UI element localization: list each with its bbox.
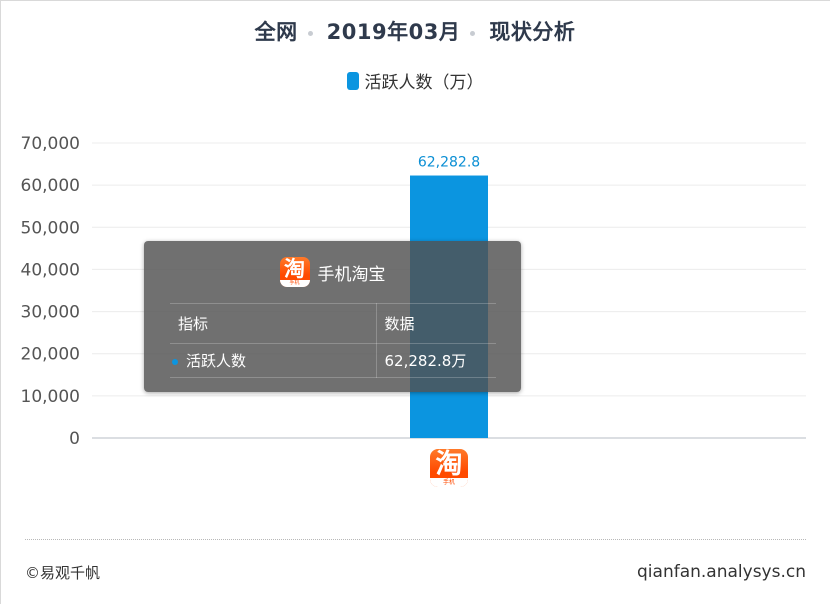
y-tick-label: 40,000 xyxy=(21,260,80,280)
tooltip-row-metric: 活跃人数 xyxy=(186,352,247,370)
tooltip-table: 指标 数据 活跃人数 62,282.8万 xyxy=(170,303,496,378)
legend[interactable]: 活跃人数（万） xyxy=(0,68,830,93)
legend-label: 活跃人数（万） xyxy=(364,73,484,93)
tooltip-row-metric-cell: 活跃人数 xyxy=(170,343,377,378)
y-tick-label: 0 xyxy=(69,429,80,449)
y-tick-label: 20,000 xyxy=(21,345,80,365)
y-tick-label: 50,000 xyxy=(21,218,80,238)
y-tick-label: 60,000 xyxy=(21,176,80,196)
title-period[interactable]: 2019年03月 xyxy=(326,20,461,44)
taobao-icon-glyph: 淘 xyxy=(435,449,463,480)
taobao-icon-band: 手机 xyxy=(442,479,455,486)
tooltip-row-value: 62,282.8万 xyxy=(376,343,496,378)
taobao-icon-glyph: 淘 xyxy=(284,257,305,281)
title-separator xyxy=(307,30,313,36)
data-label: 62,282.8 xyxy=(418,155,480,171)
tooltip-header-row: 指标 数据 xyxy=(170,303,496,344)
title-analysis: 现状分析 xyxy=(489,20,576,44)
tooltip-header: 淘 手机 手机淘宝 xyxy=(144,257,521,287)
title-separator xyxy=(470,30,476,36)
y-tick-label: 10,000 xyxy=(21,387,80,407)
x-axis-taobao-icon: 淘 手机 xyxy=(430,449,468,487)
y-tick-label: 30,000 xyxy=(21,303,80,323)
footer-site[interactable]: qianfan.analysys.cn xyxy=(637,562,806,582)
legend-swatch xyxy=(346,71,359,90)
y-tick-label: 70,000 xyxy=(21,134,80,154)
title-scope[interactable]: 全网 xyxy=(254,20,298,44)
tooltip-col-metric: 指标 xyxy=(170,303,377,344)
chart-tooltip: 淘 手机 手机淘宝 指标 数据 活跃人数 62,282.8万 xyxy=(144,241,521,392)
tooltip-app-name: 手机淘宝 xyxy=(317,264,386,285)
tooltip-col-value: 数据 xyxy=(376,303,496,344)
series-dot xyxy=(172,358,178,365)
tooltip-data-row: 活跃人数 62,282.8万 xyxy=(170,343,496,378)
footer-divider xyxy=(25,539,806,540)
taobao-icon-band: 手机 xyxy=(289,280,300,286)
taobao-icon: 淘 手机 xyxy=(279,257,310,287)
chart-title: 全网 2019年03月 现状分析 xyxy=(0,16,830,46)
footer-copyright: ©易观千帆 xyxy=(25,564,101,582)
